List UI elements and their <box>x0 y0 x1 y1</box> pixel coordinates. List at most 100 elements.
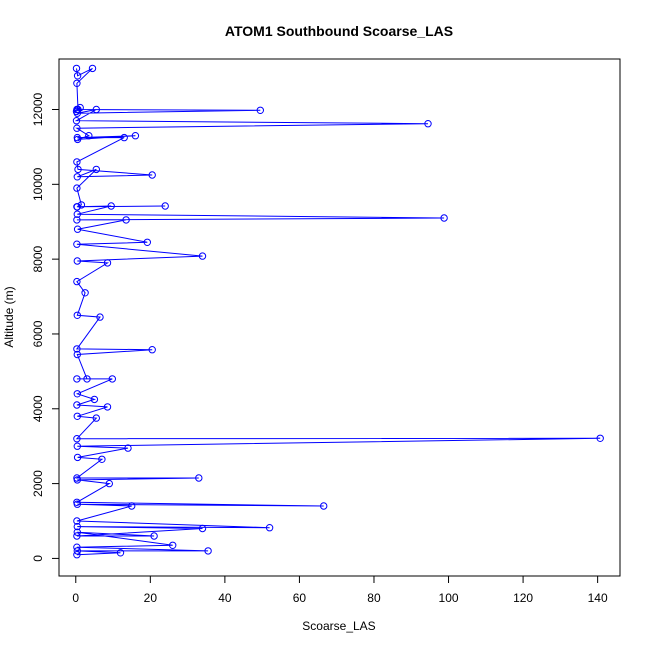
data-point <box>90 395 99 404</box>
data-point <box>148 346 156 354</box>
data-point <box>169 541 177 549</box>
y-tick-label: 8000 <box>31 245 45 272</box>
data-point <box>73 517 81 525</box>
data-point <box>81 289 89 297</box>
x-tick-label: 0 <box>72 591 79 605</box>
plot-area <box>72 64 604 559</box>
data-point <box>150 532 158 540</box>
data-point <box>107 202 115 210</box>
chart-title: ATOM1 Southbound Scoarse_LAS <box>225 23 453 39</box>
data-point <box>73 500 82 508</box>
data-point <box>204 547 212 555</box>
data-point <box>73 216 81 224</box>
data-point <box>92 414 101 422</box>
data-point <box>73 173 82 181</box>
data-point <box>98 455 106 463</box>
data-point <box>128 502 136 510</box>
data-point <box>195 474 203 482</box>
y-tick-label: 12000 <box>31 92 45 126</box>
data-point <box>103 259 112 267</box>
data-point <box>73 158 81 166</box>
data-point <box>73 277 81 286</box>
data-point <box>73 375 81 383</box>
data-point <box>120 133 128 142</box>
x-tick-label: 60 <box>293 591 307 605</box>
data-point <box>96 313 104 321</box>
data-point <box>73 390 82 398</box>
x-tick-label: 140 <box>588 591 608 605</box>
data-point <box>424 120 432 128</box>
data-point <box>73 551 81 559</box>
data-point <box>320 502 328 510</box>
x-axis-title: Scoarse_LAS <box>302 619 375 633</box>
data-point <box>73 257 82 265</box>
plot-frame <box>58 58 621 577</box>
y-tick-label: 0 <box>31 555 45 562</box>
data-point <box>77 201 86 209</box>
data-point <box>73 109 82 117</box>
y-tick-label: 10000 <box>31 167 45 201</box>
data-point <box>73 72 82 80</box>
x-tick-label: 80 <box>367 591 381 605</box>
data-point <box>73 528 82 536</box>
data-point <box>73 345 81 353</box>
y-tick-label: 4000 <box>31 395 45 422</box>
y-tick-label: 2000 <box>31 470 45 497</box>
x-tick-label: 120 <box>513 591 533 605</box>
data-point <box>116 549 125 557</box>
data-point <box>161 202 169 210</box>
data-point <box>73 311 82 319</box>
data-point <box>131 132 140 140</box>
data-point <box>73 105 81 114</box>
data-point <box>73 240 81 248</box>
x-tick-label: 20 <box>144 591 158 605</box>
data-point <box>88 64 97 73</box>
data-point <box>73 124 81 132</box>
data-point <box>73 547 82 555</box>
data-point <box>73 522 82 531</box>
data-point <box>73 350 82 359</box>
data-point <box>143 238 152 247</box>
data-point <box>124 444 132 452</box>
data-point <box>73 532 81 540</box>
data-point <box>74 165 82 174</box>
data-point <box>122 216 130 224</box>
data-point <box>73 453 82 462</box>
y-axis-title: Altitude (m) <box>2 286 16 347</box>
data-point <box>73 203 81 211</box>
data-point <box>73 412 82 420</box>
data-point <box>105 479 114 488</box>
y-tick-label: 6000 <box>31 320 45 347</box>
data-point <box>73 210 82 218</box>
data-point <box>73 225 82 233</box>
y-axis: 0 2000 4000 6000 8000 10000 12000 <box>31 92 60 562</box>
data-point <box>198 524 207 533</box>
x-tick-label: 100 <box>439 591 459 605</box>
data-point <box>198 252 207 260</box>
data-point <box>103 403 112 411</box>
data-point <box>92 165 101 174</box>
data-point <box>73 442 82 450</box>
data-point <box>72 64 81 73</box>
series-line <box>74 67 601 556</box>
x-axis: 0 20 40 60 80 100 120 140 <box>72 575 608 605</box>
x-tick-label: 40 <box>218 591 232 605</box>
data-point <box>72 117 81 125</box>
data-point <box>73 133 82 142</box>
data-point <box>596 434 604 442</box>
data-point <box>73 543 81 551</box>
data-point <box>73 435 81 443</box>
data-point <box>73 476 82 484</box>
data-point <box>265 524 274 532</box>
data-point <box>92 105 101 114</box>
data-point <box>73 184 81 192</box>
data-point <box>256 106 264 115</box>
data-point <box>73 79 81 88</box>
data-point <box>440 214 448 222</box>
data-point <box>85 132 93 140</box>
data-point <box>73 401 81 409</box>
data-point <box>108 375 117 383</box>
data-point <box>148 171 156 179</box>
